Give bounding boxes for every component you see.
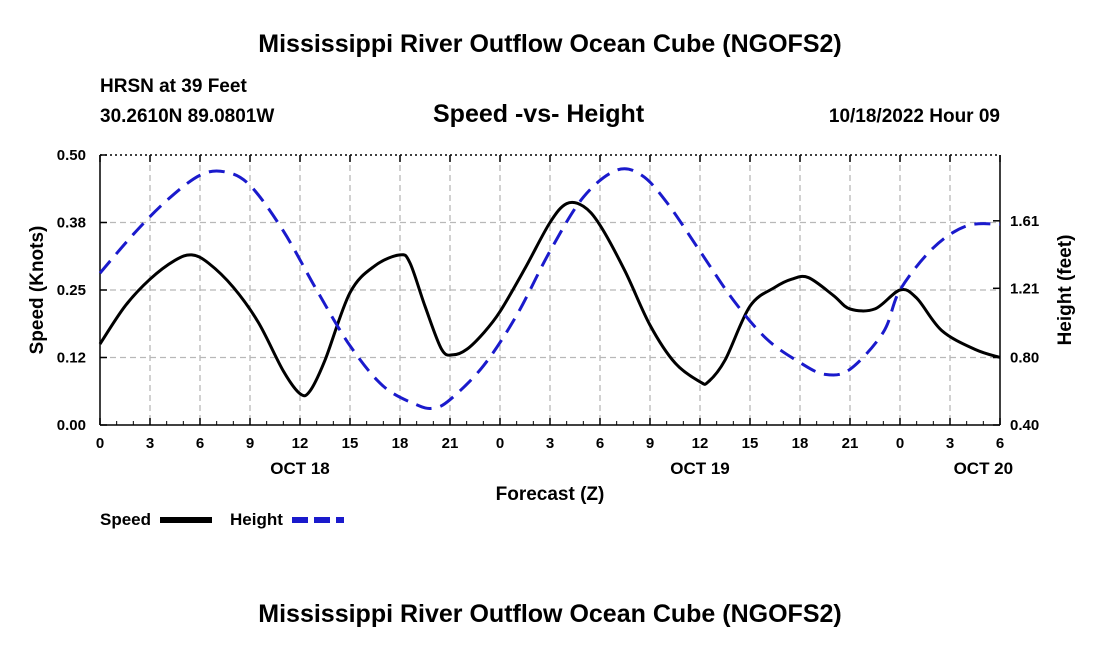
y-tick-label: 0.50: [57, 147, 86, 164]
series-line-speed: [98, 200, 1001, 398]
x-tick-label: 12: [292, 435, 309, 452]
y-tick-label: 0.25: [57, 282, 86, 299]
x-tick-label: 18: [392, 435, 409, 452]
x-axis-title: Forecast (Z): [496, 484, 605, 505]
y2-tick-label: 1.61: [1010, 213, 1039, 230]
chart-title-repeat: Mississippi River Outflow Ocean Cube (NG…: [258, 600, 842, 628]
x-tick-label: 3: [946, 435, 954, 452]
y2-axis-title: Height (feet): [1055, 235, 1076, 346]
series-line-height: [98, 167, 1001, 410]
x-tick-label: 18: [792, 435, 809, 452]
x-tick-label: 9: [646, 435, 654, 452]
date-label: OCT 18: [270, 459, 330, 478]
x-tick-label: 21: [842, 435, 859, 452]
x-tick-label: 12: [692, 435, 709, 452]
y2-tick-label: 0.40: [1010, 417, 1039, 434]
chart-subtitle: Speed -vs- Height: [433, 100, 645, 128]
station-label: HRSN at 39 Feet: [100, 76, 247, 97]
x-tick-label: 0: [496, 435, 504, 452]
y-tick-label: 0.00: [57, 417, 86, 434]
x-tick-label: 6: [196, 435, 204, 452]
y2-tick-label: 1.21: [1010, 280, 1039, 297]
x-tick-label: 15: [342, 435, 359, 452]
y-tick-label: 0.38: [57, 215, 86, 232]
x-tick-label: 6: [996, 435, 1004, 452]
date-label: OCT 20: [954, 459, 1014, 478]
chart-title: Mississippi River Outflow Ocean Cube (NG…: [258, 30, 842, 58]
legend-label-speed: Speed: [100, 510, 151, 529]
y-tick-label: 0.12: [57, 350, 86, 367]
y2-tick-label: 0.80: [1010, 350, 1039, 367]
datetime-label: 10/18/2022 Hour 09: [828, 106, 1000, 127]
x-tick-label: 0: [896, 435, 904, 452]
x-tick-label: 15: [742, 435, 759, 452]
x-tick-label: 9: [246, 435, 254, 452]
x-tick-label: 0: [96, 435, 104, 452]
legend-label-height: Height: [230, 510, 283, 529]
y-axis-title: Speed (Knots): [27, 226, 48, 355]
x-tick-label: 21: [442, 435, 459, 452]
location-label: 30.2610N 89.0801W: [100, 106, 275, 127]
x-tick-label: 3: [146, 435, 154, 452]
date-label: OCT 19: [670, 459, 730, 478]
x-tick-label: 3: [546, 435, 554, 452]
x-tick-label: 6: [596, 435, 604, 452]
